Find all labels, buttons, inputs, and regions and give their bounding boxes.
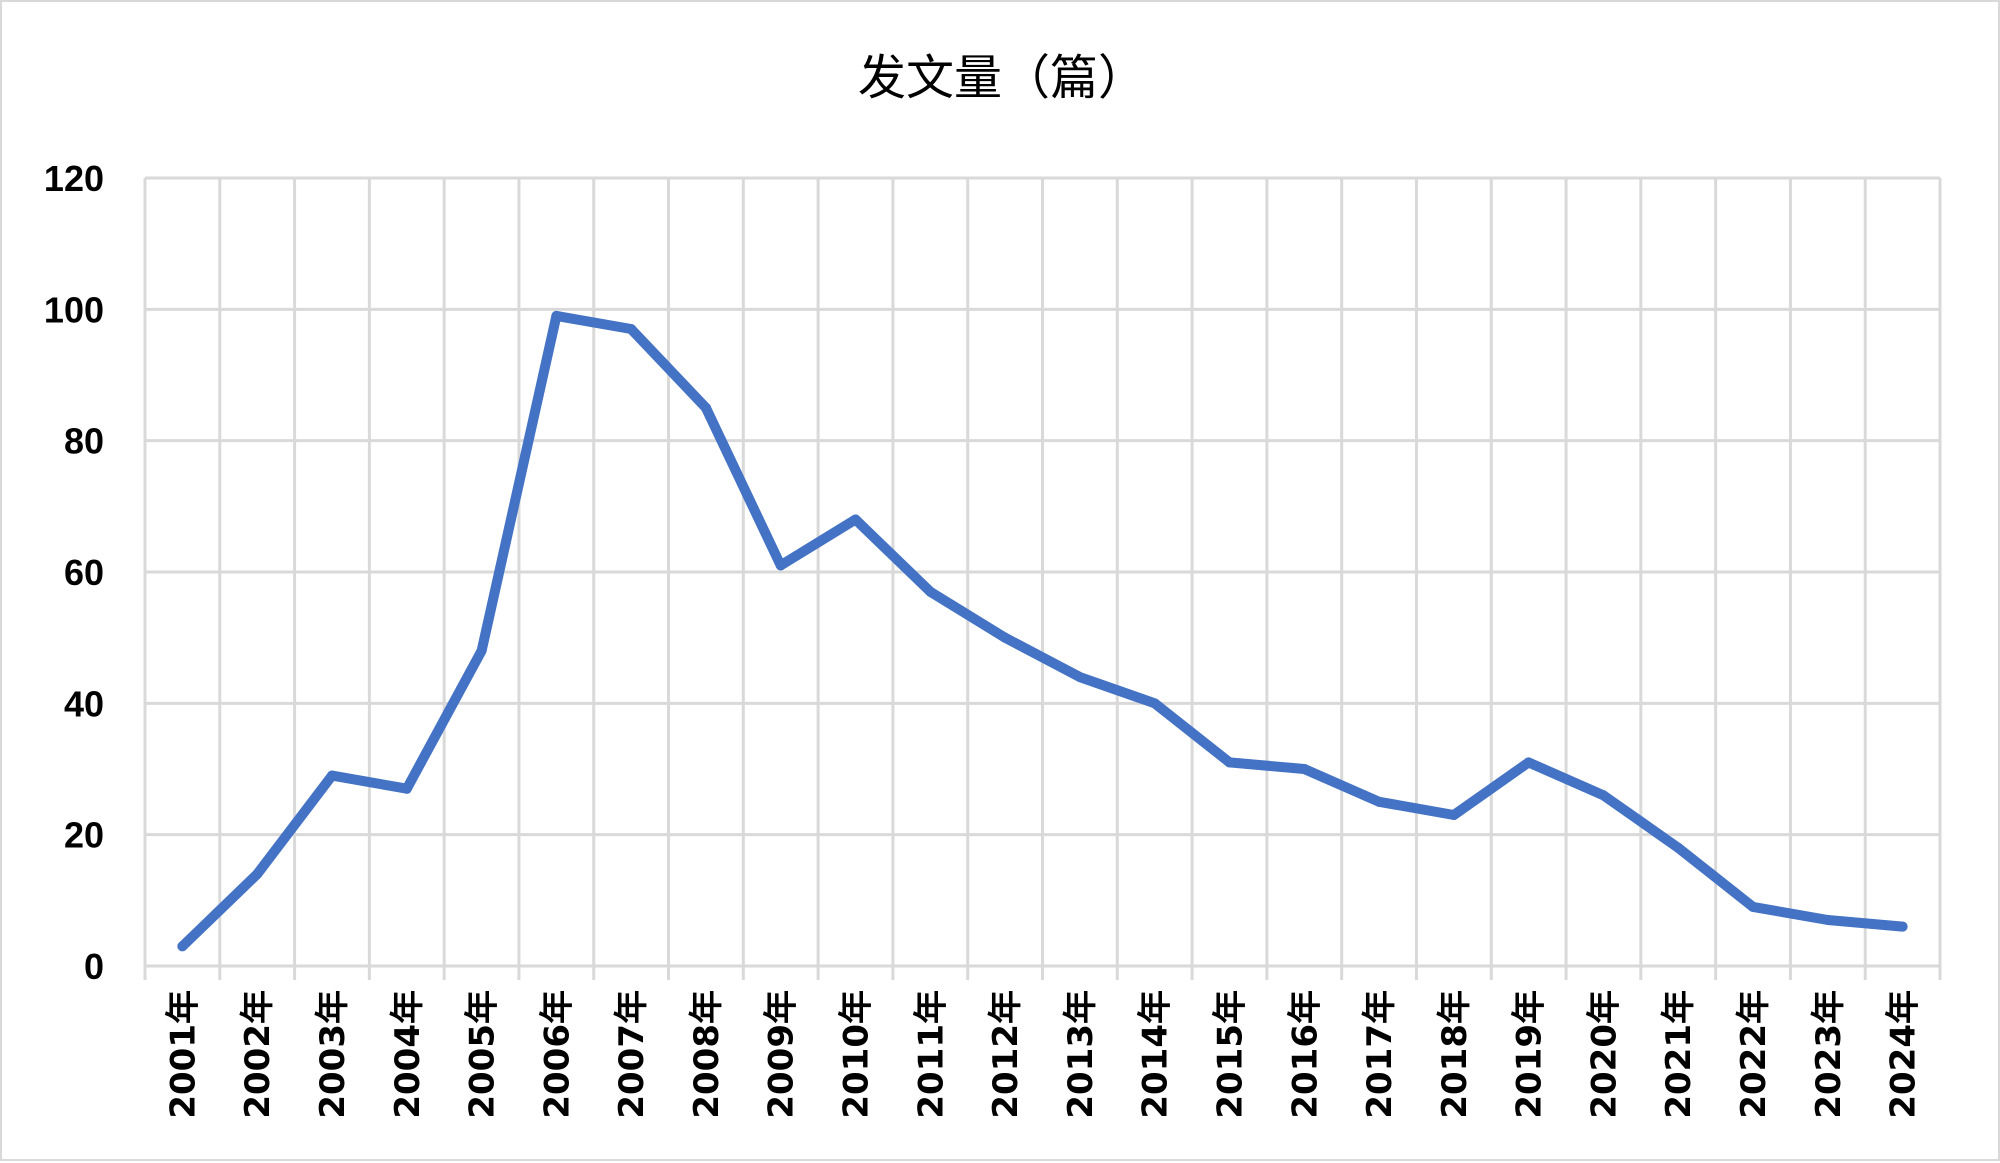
x-axis-tick-labels: 2001年 2002年 2003年 2004年 2005年 2006年 2007年 2008年…: [163, 990, 1923, 1119]
x-tick-label: 2016年: [1285, 990, 1325, 1119]
y-tick-label: 100: [44, 289, 104, 330]
x-tick-label: 2008年: [687, 990, 727, 1119]
x-tick-label: 2020年: [1584, 990, 1624, 1119]
data-point: [626, 324, 637, 335]
series-line: [177, 310, 1908, 952]
y-tick-label: 20: [64, 815, 104, 856]
data-point: [1224, 757, 1235, 768]
y-tick-label: 80: [64, 421, 104, 462]
y-tick-label: 60: [64, 552, 104, 593]
x-tick-label: 2004年: [388, 990, 428, 1119]
data-point: [700, 402, 711, 413]
data-point: [551, 310, 562, 321]
data-point: [775, 560, 786, 571]
x-tick-label: 2010年: [837, 990, 877, 1119]
data-point: [177, 941, 188, 952]
chart-title: 发文量（篇）: [858, 50, 1146, 106]
x-tick-label: 2022年: [1734, 990, 1774, 1119]
data-point: [1897, 921, 1908, 932]
x-tick-label: 2003年: [313, 990, 353, 1119]
x-tick-label: 2012年: [986, 990, 1026, 1119]
series-layer: [177, 310, 1908, 952]
data-point: [1598, 790, 1609, 801]
x-tick-label: 2018年: [1435, 990, 1475, 1119]
x-tick-label: 2011年: [911, 990, 951, 1119]
x-tick-label: 2014年: [1136, 990, 1176, 1119]
x-tick-label: 2015年: [1210, 990, 1250, 1119]
x-tick-label: 2001年: [163, 990, 203, 1119]
x-tick-label: 2009年: [762, 990, 802, 1119]
x-tick-label: 2007年: [612, 990, 652, 1119]
data-point: [476, 645, 487, 656]
y-tick-label: 0: [84, 946, 104, 987]
axes: [143, 964, 1942, 980]
data-point: [1822, 915, 1833, 926]
data-point: [1074, 672, 1085, 683]
y-tick-label: 40: [64, 683, 104, 724]
x-tick-label: 2024年: [1884, 990, 1924, 1119]
x-tick-label: 2023年: [1809, 990, 1849, 1119]
data-point: [326, 770, 337, 781]
data-point: [1673, 842, 1684, 853]
y-tick-label: 120: [44, 158, 104, 199]
x-tick-label: 2021年: [1659, 990, 1699, 1119]
data-point: [252, 869, 263, 880]
gridlines: [143, 176, 1942, 966]
data-point: [401, 783, 412, 794]
data-point: [1374, 796, 1385, 807]
data-point: [1299, 764, 1310, 774]
x-tick-label: 2017年: [1360, 990, 1400, 1119]
data-point: [925, 586, 936, 597]
data-point: [850, 514, 861, 525]
x-tick-label: 2019年: [1510, 990, 1550, 1119]
data-point: [1748, 901, 1759, 912]
data-point: [1000, 632, 1011, 643]
x-tick-label: 2005年: [463, 990, 503, 1119]
x-tick-label: 2002年: [238, 990, 278, 1119]
data-point: [1523, 757, 1534, 768]
data-point: [1149, 698, 1160, 709]
y-axis-tick-labels: 0 20 40 60 80 100 120: [44, 158, 104, 987]
x-tick-label: 2006年: [537, 990, 577, 1119]
x-tick-label: 2013年: [1061, 990, 1101, 1119]
data-point: [1448, 809, 1459, 820]
